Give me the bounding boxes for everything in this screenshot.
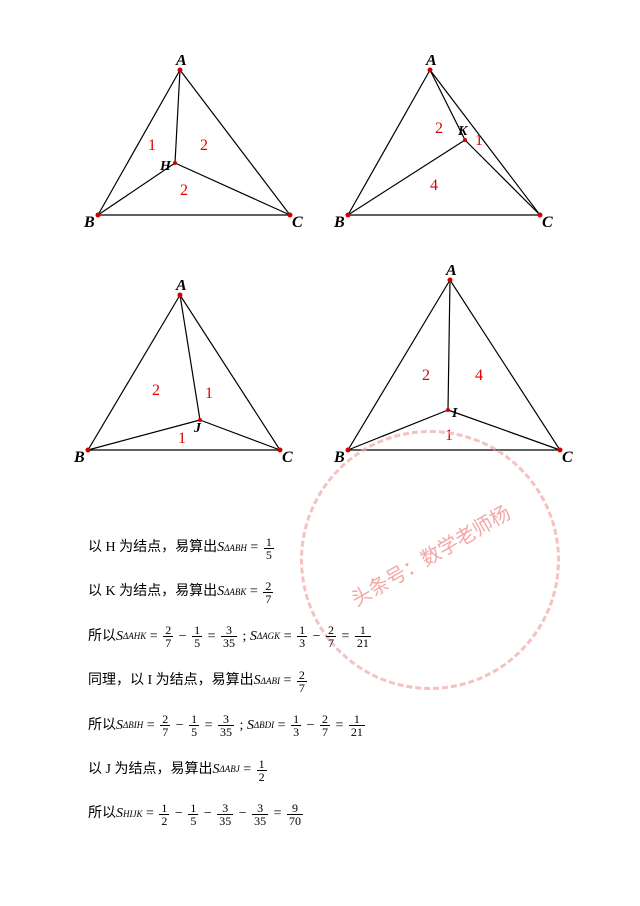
- vertex-a: A: [175, 280, 187, 294]
- vertex-c: C: [282, 449, 293, 466]
- l6-sub: ΔABJ: [219, 758, 239, 781]
- triangle-k: A B C K 2 1 4: [330, 55, 560, 245]
- l4-prefix: 同理，以 I 为结点，易算出: [88, 663, 254, 699]
- l4-sub: ΔABI: [261, 670, 280, 693]
- region-3: 2: [180, 182, 188, 199]
- region-2: 1: [205, 385, 213, 402]
- region-1: 2: [435, 120, 443, 137]
- l1-prefix: 以 H 为结点，易算出: [88, 530, 217, 566]
- vertex-b: B: [333, 449, 345, 466]
- vertex-b: B: [73, 449, 85, 466]
- region-1: 2: [422, 367, 430, 384]
- triangle-j: A B C J 2 1 1: [70, 280, 300, 480]
- vertex-c: C: [292, 214, 303, 231]
- l5-prefix: 所以: [88, 708, 116, 744]
- line-2: 以 K 为结点，易算出 SΔABK = 27: [88, 574, 588, 610]
- vertex-a: A: [425, 55, 437, 69]
- vertex-c: C: [542, 214, 553, 231]
- line-3: 所以 SΔAHK = 27 − 15 = 335 ; SΔAGK = 13 − …: [88, 619, 588, 655]
- l7-prefix: 所以: [88, 796, 116, 832]
- region-2: 1: [475, 132, 483, 149]
- line-6: 以 J 为结点，易算出 SΔABJ = 12: [88, 752, 588, 788]
- l1-sub: ΔABH: [224, 537, 247, 560]
- vertex-a: A: [175, 55, 187, 69]
- line-4: 同理，以 I 为结点，易算出 SΔABI = 27: [88, 663, 588, 699]
- vertex-b: B: [83, 214, 95, 231]
- l5-sub1: ΔBIH: [123, 714, 143, 737]
- region-3: 1: [445, 427, 453, 444]
- region-3: 4: [430, 177, 438, 194]
- l3-prefix: 所以: [88, 619, 116, 655]
- l6-prefix: 以 J 为结点，易算出: [88, 752, 212, 788]
- l2-prefix: 以 K 为结点，易算出: [88, 574, 217, 610]
- inner-j: J: [193, 421, 202, 436]
- line-7: 所以 SHIJK = 12 − 15 − 335 − 335 = 970: [88, 796, 588, 832]
- region-3: 1: [178, 430, 186, 447]
- triangle-i: A B C I 2 4 1: [330, 265, 580, 480]
- region-2: 4: [475, 367, 483, 384]
- l7-sub: HIJK: [123, 803, 143, 826]
- region-1: 1: [148, 137, 156, 154]
- math-derivation: 以 H 为结点，易算出 SΔABH = 15 以 K 为结点，易算出 SΔABK…: [88, 530, 588, 841]
- line-5: 所以 SΔBIH = 27 − 15 = 335 ; SΔBDI = 13 − …: [88, 708, 588, 744]
- vertex-a: A: [445, 265, 457, 279]
- inner-h: H: [159, 159, 172, 174]
- inner-i: I: [451, 406, 458, 421]
- region-1: 2: [152, 382, 160, 399]
- vertex-b: B: [333, 214, 345, 231]
- triangle-h: A B C H 1 2 2: [80, 55, 310, 245]
- diagram-grid: A B C H 1 2 2 A B C K 2 1 4 A B C: [0, 0, 640, 510]
- vertex-c: C: [562, 449, 573, 466]
- l5-sub2: ΔBDI: [254, 714, 274, 737]
- l2-sub: ΔABK: [224, 581, 246, 604]
- inner-k: K: [457, 124, 469, 139]
- l3-sub2: ΔAGK: [257, 625, 280, 648]
- line-1: 以 H 为结点，易算出 SΔABH = 15: [88, 530, 588, 566]
- l3-sub1: ΔAHK: [123, 625, 146, 648]
- region-2: 2: [200, 137, 208, 154]
